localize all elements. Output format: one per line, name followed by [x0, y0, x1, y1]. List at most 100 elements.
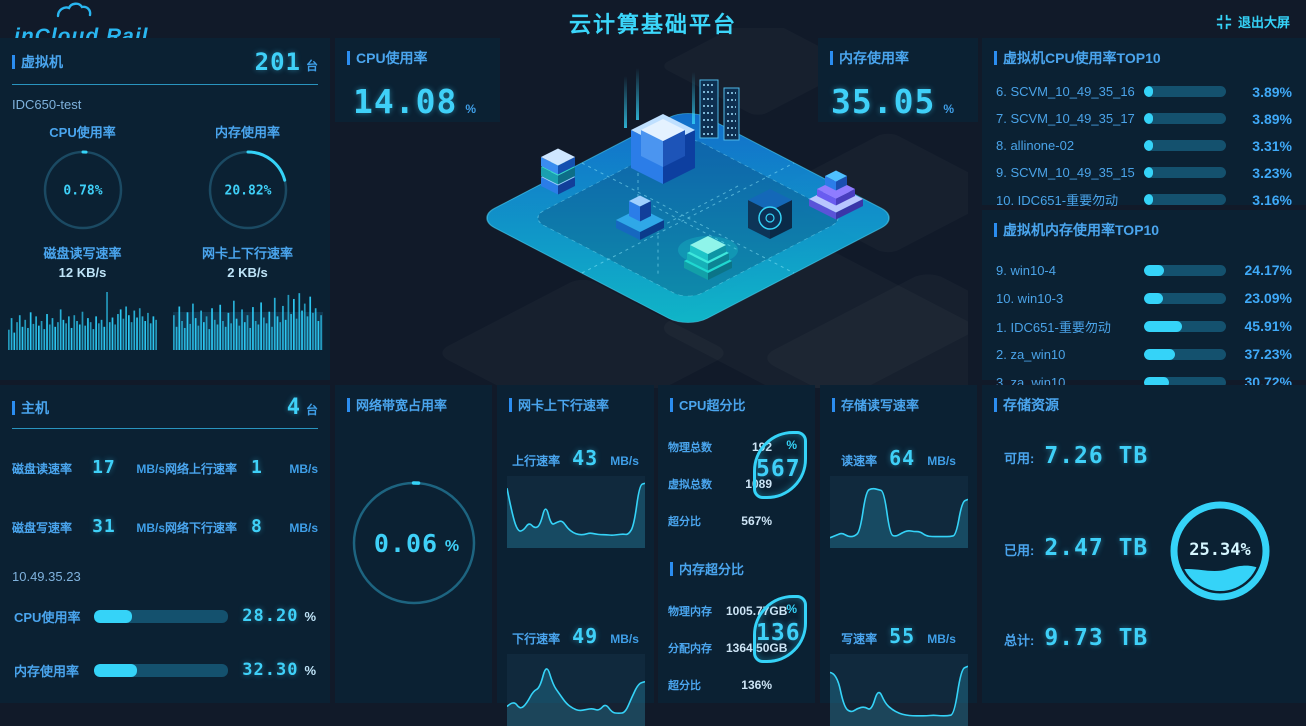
nic-rate-value: 2 KB/s [227, 265, 268, 280]
host-stat: 网络下行速率 8 MB/s [165, 516, 318, 537]
cpu-usage-value: 14.08 [352, 82, 458, 121]
mem-usage-value: 35.05 [830, 82, 936, 121]
vm-name: 6. SCVM_10_49_35_16 [996, 84, 1135, 99]
svg-text:0.78%: 0.78% [63, 184, 102, 199]
accent-bar [509, 397, 512, 412]
storage-liquid-gauge: 25.34% [1170, 501, 1270, 601]
storage-row-value: 9.73 TB [1044, 625, 1149, 651]
overcommit-row-label: 虚拟总数 [668, 478, 712, 491]
storage-row: 可用: 7.26 TB [982, 443, 1306, 469]
host-stat: 磁盘写速率 31 MB/s [12, 516, 165, 537]
usage-bar-fill [1144, 86, 1153, 97]
exit-fullscreen-button[interactable]: 退出大屏 [1216, 12, 1290, 31]
cpu-usage-unit: % [465, 102, 476, 116]
usage-percent: 23.09% [1244, 290, 1292, 306]
top10-row: 8. allinone-02 3.31% [982, 132, 1306, 159]
overcommit-head: CPU超分比 [658, 385, 815, 414]
vm-panel-title: 虚拟机 [21, 54, 63, 70]
vm-name: 8. allinone-02 [996, 138, 1075, 153]
usage-percent: 45.91% [1244, 318, 1292, 334]
vm-count-unit: 台 [305, 59, 318, 73]
usage-bar-track [1144, 320, 1226, 332]
bandwidth-ring-gauge: 0.06% [351, 481, 476, 605]
usage-bar-fill [1144, 320, 1182, 332]
overcommit-row-label: 物理内存 [668, 605, 712, 618]
area-chart [506, 654, 645, 726]
percent-sign: % [786, 602, 797, 616]
overcommit-section: 内存超分比 物理内存 1005.77GB 分配内存 1364.50GB 超分比 136%% 1… [658, 549, 815, 701]
storage-resource-title: 存储资源 [1003, 397, 1059, 413]
svg-text:25.34%: 25.34% [1189, 540, 1251, 560]
host-bar-unit: % [304, 608, 316, 624]
svg-text:20.82%: 20.82% [224, 184, 271, 199]
host-bar-label: 内存使用率 [14, 663, 80, 679]
bandwidth-title: 网络带宽占用率 [356, 398, 448, 413]
overcommit-title: 内存超分比 [679, 562, 745, 577]
rate-label: 读速率 [841, 454, 878, 468]
top10-row: 1. IDC651-重要勿动 45.91% [982, 312, 1306, 340]
host-ip: 10.49.35.23 [12, 569, 81, 584]
rate-value: 43 [572, 446, 599, 470]
usage-percent: 37.23% [1244, 346, 1292, 362]
cpu-top10-panel: 虚拟机CPU使用率TOP10 6. SCVM_10_49_35_16 3.89% 7… [982, 38, 1306, 208]
mem-top10-title: 虚拟机内存使用率TOP10 [1003, 222, 1160, 238]
rate-chart-head: 读速率 64 MB/s [841, 446, 956, 470]
mem-ring-gauge: 20.82% [208, 150, 287, 230]
usage-percent: 3.89% [1252, 83, 1292, 100]
host-stat-unit: MB/s [136, 462, 165, 476]
accent-bar [830, 51, 833, 65]
host-stat-value: 8 [251, 516, 263, 537]
overcommit-head: 内存超分比 [658, 549, 815, 578]
host-stat: 磁盘读速率 17 MB/s [12, 457, 165, 478]
cpu-top10-list: 6. SCVM_10_49_35_16 3.89% 7. SCVM_10_49_35… [982, 78, 1306, 213]
usage-bar-track [1144, 348, 1226, 360]
host-usage-bar-row: CPU使用率 28.20% [0, 606, 330, 626]
overcommit-big-value: 567 [756, 456, 801, 482]
area-chart [829, 476, 968, 548]
usage-bar-fill [1144, 194, 1153, 205]
usage-bar-track [1144, 376, 1226, 388]
host-bar-value: 28.20 [242, 606, 299, 626]
host-stat-label: 网络下行速率 [165, 521, 238, 535]
vm-gauge-mem-label: 内存使用率 [214, 125, 280, 140]
overcommit-row-value: 136% [741, 677, 772, 692]
divider [12, 428, 318, 429]
top10-row: 10. IDC651-重要勿动 3.16% [982, 186, 1306, 213]
rate-value: 64 [889, 446, 916, 470]
overcommit-row-label: 超分比 [668, 515, 701, 528]
rate-unit: MB/s [610, 632, 639, 646]
overcommit-sections: CPU超分比 物理总数 192 虚拟总数 1089 超分比 567%% 567 内存超分比 物理内… [658, 385, 815, 701]
vm-name: 10. win10-3 [996, 290, 1064, 306]
host-stat-label: 网络上行速率 [165, 462, 238, 476]
cpu-usage-title: CPU使用率 [356, 50, 428, 66]
storage-row: 总计: 9.73 TB [982, 625, 1306, 651]
overcommit-row: 超分比 567% [658, 502, 815, 539]
host-bar-track [94, 663, 229, 677]
storage-row-label: 可用: [1004, 451, 1035, 466]
overcommit-row: 超分比 136% [658, 666, 815, 703]
rate-chart-section: 写速率 55 MB/s [820, 624, 977, 726]
vm-name: 10. IDC651-重要勿动 [996, 193, 1119, 208]
usage-percent: 3.31% [1252, 137, 1292, 154]
host-stat-label: 磁盘写速率 [12, 521, 73, 535]
usage-bar-track [1144, 292, 1226, 304]
storage-rate-charts: 读速率 64 MB/s 写速率 55 MB/s [820, 446, 977, 726]
host-bar-fill [94, 609, 132, 623]
mem-top10-panel: 虚拟机内存使用率TOP10 9. win10-4 24.17% 10. win10-… [982, 210, 1306, 390]
overcommit-big-value: 136 [756, 620, 801, 646]
rate-chart-section: 上行速率 43 MB/s [497, 446, 654, 548]
rate-label: 上行速率 [512, 454, 561, 468]
vm-name: 7. SCVM_10_49_35_17 [996, 111, 1135, 126]
disk-spectrum-chart [7, 292, 157, 350]
nic-rate-label: 网卡上下行速率 [201, 246, 293, 261]
rate-unit: MB/s [610, 454, 639, 468]
vm-name: 1. IDC651-重要勿动 [996, 319, 1111, 335]
vm-gauge-cpu-label: CPU使用率 [49, 125, 116, 140]
accent-bar [994, 51, 997, 65]
rate-chart-head: 上行速率 43 MB/s [512, 446, 639, 470]
top10-row: 10. win10-3 23.09% [982, 284, 1306, 312]
usage-bar-fill [1144, 376, 1170, 388]
nic-rate-panel: 网卡上下行速率 上行速率 43 MB/s 下行速率 49 MB/s [497, 385, 654, 726]
svg-text:0.06: 0.06 [373, 529, 437, 558]
usage-bar-fill [1144, 113, 1153, 124]
